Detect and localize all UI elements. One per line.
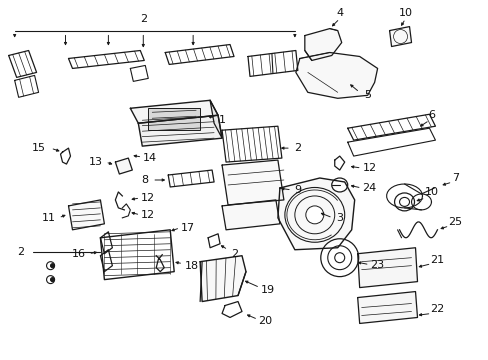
Polygon shape	[222, 160, 284, 205]
Text: 15: 15	[32, 143, 45, 153]
Text: 6: 6	[427, 110, 434, 120]
Polygon shape	[210, 100, 222, 138]
Text: 21: 21	[429, 255, 444, 265]
Text: 8: 8	[142, 175, 148, 185]
Text: 18: 18	[185, 261, 199, 271]
Text: 9: 9	[294, 185, 301, 195]
Polygon shape	[277, 178, 354, 250]
Text: 12: 12	[141, 210, 155, 220]
Polygon shape	[130, 100, 218, 123]
Text: 10: 10	[398, 8, 412, 18]
Text: 12: 12	[362, 163, 376, 173]
Polygon shape	[138, 115, 222, 146]
Text: 5: 5	[364, 90, 370, 100]
Text: 17: 17	[181, 223, 195, 233]
Text: 19: 19	[260, 284, 274, 294]
Polygon shape	[389, 27, 411, 46]
Ellipse shape	[50, 278, 55, 282]
Ellipse shape	[394, 193, 414, 211]
Text: 10: 10	[424, 187, 438, 197]
Polygon shape	[222, 200, 279, 230]
Text: 2: 2	[294, 143, 301, 153]
Text: 24: 24	[362, 183, 376, 193]
Ellipse shape	[331, 178, 347, 192]
Ellipse shape	[50, 264, 55, 268]
Text: 7: 7	[451, 173, 458, 183]
Ellipse shape	[46, 276, 55, 284]
Polygon shape	[200, 256, 245, 302]
Text: 1: 1	[218, 115, 225, 125]
Text: 14: 14	[143, 153, 157, 163]
Text: 23: 23	[370, 260, 384, 270]
Text: 22: 22	[429, 305, 444, 315]
Text: 3: 3	[336, 213, 343, 223]
Text: 25: 25	[447, 217, 462, 227]
Text: 20: 20	[257, 316, 271, 327]
Polygon shape	[295, 53, 377, 98]
Text: 16: 16	[71, 249, 85, 259]
Text: 2: 2	[231, 249, 238, 259]
Text: 4: 4	[335, 8, 343, 18]
Polygon shape	[68, 200, 104, 230]
Polygon shape	[357, 248, 417, 288]
Polygon shape	[357, 292, 417, 323]
Text: 12: 12	[141, 193, 155, 203]
Text: 2: 2	[140, 14, 146, 24]
Text: 2: 2	[17, 247, 24, 257]
Text: 11: 11	[41, 213, 56, 223]
Polygon shape	[115, 158, 132, 174]
Ellipse shape	[305, 206, 323, 224]
Polygon shape	[304, 28, 341, 60]
Bar	[148, 108, 200, 130]
Ellipse shape	[46, 262, 55, 270]
Text: 13: 13	[88, 157, 102, 167]
Ellipse shape	[320, 239, 358, 276]
